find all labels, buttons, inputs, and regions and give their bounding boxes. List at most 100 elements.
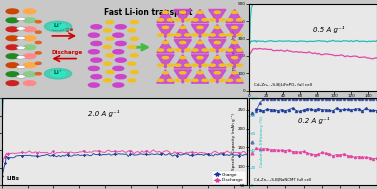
Polygon shape bbox=[174, 55, 192, 68]
Circle shape bbox=[231, 11, 238, 13]
Circle shape bbox=[23, 54, 36, 59]
Circle shape bbox=[128, 46, 136, 49]
Circle shape bbox=[167, 19, 173, 21]
Circle shape bbox=[115, 25, 126, 29]
Circle shape bbox=[115, 41, 126, 46]
Polygon shape bbox=[192, 70, 208, 83]
Circle shape bbox=[6, 81, 18, 85]
Circle shape bbox=[175, 19, 181, 21]
Text: Fast Li-ion transport: Fast Li-ion transport bbox=[104, 8, 192, 17]
Circle shape bbox=[6, 18, 18, 23]
Circle shape bbox=[197, 72, 203, 74]
Circle shape bbox=[128, 62, 136, 65]
Polygon shape bbox=[226, 55, 243, 68]
Circle shape bbox=[106, 70, 114, 74]
Circle shape bbox=[113, 66, 124, 70]
Circle shape bbox=[236, 19, 242, 21]
Circle shape bbox=[192, 49, 198, 51]
Circle shape bbox=[209, 19, 215, 21]
Circle shape bbox=[35, 73, 41, 75]
Circle shape bbox=[23, 72, 36, 77]
Polygon shape bbox=[208, 25, 226, 38]
Circle shape bbox=[113, 83, 124, 87]
Circle shape bbox=[162, 26, 169, 29]
Polygon shape bbox=[192, 9, 208, 23]
Circle shape bbox=[162, 72, 169, 74]
Polygon shape bbox=[226, 70, 243, 83]
Circle shape bbox=[17, 75, 25, 78]
Circle shape bbox=[197, 26, 203, 29]
Polygon shape bbox=[226, 25, 243, 38]
Circle shape bbox=[215, 26, 220, 29]
Polygon shape bbox=[174, 40, 192, 53]
Circle shape bbox=[115, 58, 126, 62]
Circle shape bbox=[88, 66, 99, 70]
Circle shape bbox=[215, 11, 220, 13]
Circle shape bbox=[6, 72, 18, 77]
Text: CdₓZn₁₋ₓS-B|NaNCMT full cell: CdₓZn₁₋ₓS-B|NaNCMT full cell bbox=[254, 177, 311, 181]
Circle shape bbox=[23, 63, 36, 68]
Circle shape bbox=[51, 24, 66, 29]
Circle shape bbox=[23, 81, 36, 85]
Circle shape bbox=[192, 19, 198, 21]
Circle shape bbox=[185, 19, 191, 21]
Circle shape bbox=[185, 79, 191, 81]
Circle shape bbox=[88, 33, 99, 37]
Circle shape bbox=[130, 37, 138, 40]
Circle shape bbox=[175, 34, 181, 36]
Circle shape bbox=[17, 65, 25, 69]
Circle shape bbox=[162, 57, 169, 59]
Text: Charge: Charge bbox=[52, 27, 74, 32]
Circle shape bbox=[106, 54, 114, 57]
Circle shape bbox=[231, 72, 238, 74]
Circle shape bbox=[158, 64, 164, 66]
Circle shape bbox=[219, 34, 225, 36]
Text: 2.0 A g⁻¹: 2.0 A g⁻¹ bbox=[87, 110, 119, 117]
Circle shape bbox=[227, 64, 233, 66]
Polygon shape bbox=[174, 25, 192, 38]
Circle shape bbox=[231, 57, 238, 59]
Circle shape bbox=[106, 21, 114, 24]
Circle shape bbox=[231, 26, 238, 29]
Circle shape bbox=[88, 50, 99, 54]
Circle shape bbox=[236, 79, 242, 81]
Circle shape bbox=[51, 71, 66, 77]
Circle shape bbox=[17, 17, 25, 21]
Circle shape bbox=[202, 19, 208, 21]
Circle shape bbox=[35, 41, 41, 44]
Circle shape bbox=[236, 34, 242, 36]
Circle shape bbox=[35, 21, 41, 23]
Circle shape bbox=[44, 21, 72, 32]
Circle shape bbox=[113, 33, 124, 37]
Circle shape bbox=[180, 11, 186, 13]
Y-axis label: Coulombic Efficiency (%): Coulombic Efficiency (%) bbox=[259, 116, 264, 167]
Circle shape bbox=[17, 36, 25, 40]
Polygon shape bbox=[208, 9, 226, 23]
Circle shape bbox=[88, 83, 99, 87]
Circle shape bbox=[227, 34, 233, 36]
Circle shape bbox=[6, 54, 18, 59]
Polygon shape bbox=[157, 70, 174, 83]
Circle shape bbox=[180, 41, 186, 44]
Circle shape bbox=[175, 79, 181, 81]
Circle shape bbox=[35, 52, 41, 54]
Circle shape bbox=[6, 45, 18, 50]
Text: Li$^+$: Li$^+$ bbox=[53, 21, 63, 30]
Text: Discharge: Discharge bbox=[52, 50, 83, 55]
Circle shape bbox=[128, 79, 136, 82]
Circle shape bbox=[209, 34, 215, 36]
Circle shape bbox=[175, 64, 181, 66]
Circle shape bbox=[103, 62, 111, 65]
Circle shape bbox=[197, 11, 203, 13]
Circle shape bbox=[185, 64, 191, 66]
Circle shape bbox=[128, 29, 136, 32]
Polygon shape bbox=[208, 55, 226, 68]
Y-axis label: Specific Capacity (mAh g⁻¹): Specific Capacity (mAh g⁻¹) bbox=[232, 113, 236, 170]
Circle shape bbox=[115, 75, 126, 79]
Circle shape bbox=[202, 64, 208, 66]
Circle shape bbox=[130, 21, 138, 24]
Circle shape bbox=[227, 49, 233, 51]
Polygon shape bbox=[157, 25, 174, 38]
Circle shape bbox=[219, 64, 225, 66]
Circle shape bbox=[197, 57, 203, 59]
